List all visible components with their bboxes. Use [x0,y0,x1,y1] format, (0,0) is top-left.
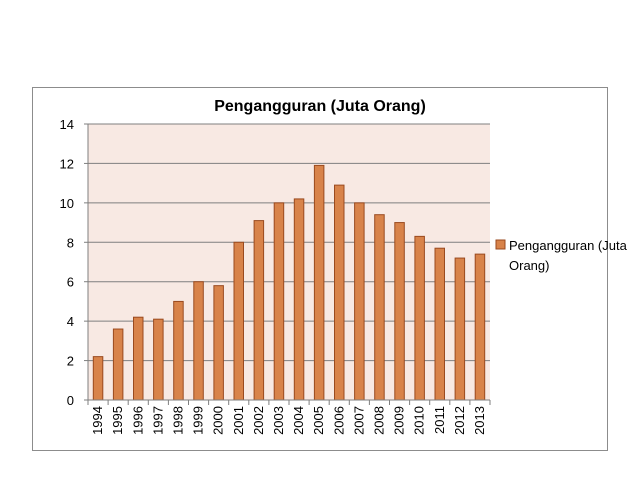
plot-area [88,124,490,400]
legend-label-line-1: Pengangguran (Juta [509,238,628,253]
bar-2010 [414,235,425,401]
bar-2005 [313,164,325,401]
legend-label-line-2: Orang) [509,258,549,273]
x-tick-label: 1995 [110,406,125,435]
axes [87,124,490,401]
bar-2004 [293,198,305,401]
x-tick-label: 2009 [392,406,407,435]
y-tick-label: 8 [67,235,74,250]
x-tick-label: 2003 [271,406,286,435]
x-tick-label: 2013 [472,406,487,435]
x-tick-label: 2010 [412,406,427,435]
bar-1997 [153,318,164,401]
x-tick-label: 2004 [291,406,306,435]
y-tick-label: 2 [67,354,74,369]
x-tick-label: 2006 [331,406,346,435]
x-tick-label: 2005 [311,406,326,435]
x-tick-label: 2007 [351,406,366,435]
x-tick-label: 2012 [452,406,467,435]
y-tick-label: 14 [60,117,74,132]
y-tick-label: 12 [60,156,74,171]
bar-2002 [253,220,265,401]
bar-2007 [354,202,365,401]
y-tick-label: 4 [67,314,74,329]
x-tick-label: 2001 [231,406,246,435]
legend-label: Pengangguran (Juta Orang) [509,238,630,273]
bar-2001 [233,241,244,401]
x-tick-label: 1999 [191,406,206,435]
bar-2008 [374,214,385,401]
y-tick-label: 0 [67,393,74,408]
bar-2000 [213,285,224,401]
y-axis-ticks: 0 2 4 6 8 10 12 14 [60,117,88,408]
bar-2011 [434,247,445,401]
bar-1995 [112,328,124,401]
bar-2013 [474,253,486,401]
bar-1998 [173,300,184,401]
x-axis-ticks: 1994 1995 1996 1997 1998 1999 2000 2001 2002 2003… [87,400,491,435]
x-tick-label: 2011 [432,406,447,434]
x-tick-label: 1994 [90,406,105,435]
x-tick-label: 2008 [371,406,386,435]
x-tick-label: 1998 [170,406,185,435]
x-tick-label: 2002 [251,406,266,435]
chart-title: Pengangguran (Juta Orang) [214,98,426,115]
y-tick-label: 6 [67,275,74,290]
bar-1994 [92,356,104,401]
x-tick-label: 2000 [211,406,226,435]
bar-1999 [193,281,204,401]
bar-2012 [454,257,466,401]
y-tick-label: 10 [60,196,74,211]
legend: Pengangguran (Juta Orang) [495,238,630,273]
bar-2006 [334,184,345,401]
bar-1996 [133,316,144,401]
x-tick-label: 1997 [150,406,165,435]
legend-swatch [495,239,506,250]
bar-2003 [273,202,285,401]
bar-2009 [394,222,405,401]
x-tick-label: 1996 [130,406,145,435]
